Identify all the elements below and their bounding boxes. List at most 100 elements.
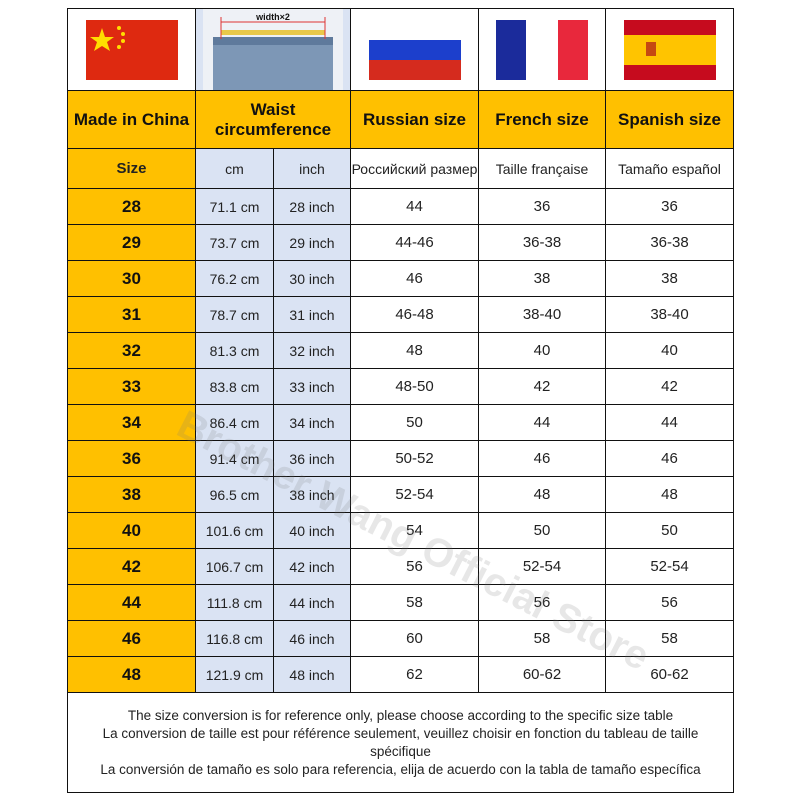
size-cell: 32 [67, 332, 196, 369]
france-flag-icon [496, 19, 588, 80]
france-flag-cell [478, 8, 606, 91]
russian-size-cell: 44 [350, 188, 479, 225]
inch-cell: 42 inch [273, 548, 351, 585]
size-chart-table: width×2 Made in China Waist circumferenc… [67, 8, 734, 793]
cm-cell: 91.4 cm [195, 440, 274, 477]
cm-cell: 86.4 cm [195, 404, 274, 441]
jeans-waist-icon [203, 9, 343, 90]
russian-size-cell: 62 [350, 656, 479, 693]
size-cell: 33 [67, 368, 196, 405]
spanish-size-cell: 36 [605, 188, 734, 225]
russian-size-cell: 52-54 [350, 476, 479, 513]
spanish-size-cell: 58 [605, 620, 734, 657]
cm-cell: 76.2 cm [195, 260, 274, 297]
spanish-size-cell: 50 [605, 512, 734, 549]
cm-cell: 71.1 cm [195, 188, 274, 225]
disclaimer-french: La conversion de taille est pour référen… [102, 725, 699, 759]
cm-cell: 81.3 cm [195, 332, 274, 369]
french-size-cell: 44 [478, 404, 606, 441]
russia-flag-cell [350, 8, 479, 91]
french-size-cell: 42 [478, 368, 606, 405]
size-cell: 48 [67, 656, 196, 693]
inch-cell: 34 inch [273, 404, 351, 441]
subheader-russian: Российский размер [350, 148, 479, 189]
table-row: 36 91.4 cm 36 inch 50-52 46 46 [67, 440, 734, 477]
russian-size-cell: 60 [350, 620, 479, 657]
disclaimer: The size conversion is for reference onl… [67, 692, 734, 793]
table-row: 46 116.8 cm 46 inch 60 58 58 [67, 620, 734, 657]
header-made-in-china: Made in China [67, 90, 196, 149]
cm-cell: 111.8 cm [195, 584, 274, 621]
spanish-size-cell: 44 [605, 404, 734, 441]
russian-size-cell: 46-48 [350, 296, 479, 333]
inch-cell: 32 inch [273, 332, 351, 369]
french-size-cell: 58 [478, 620, 606, 657]
china-flag-icon [85, 19, 178, 80]
spanish-size-cell: 52-54 [605, 548, 734, 585]
russian-size-cell: 54 [350, 512, 479, 549]
size-cell: 28 [67, 188, 196, 225]
french-size-cell: 38-40 [478, 296, 606, 333]
table-row: 44 111.8 cm 44 inch 58 56 56 [67, 584, 734, 621]
russian-size-cell: 48-50 [350, 368, 479, 405]
size-cell: 46 [67, 620, 196, 657]
inch-cell: 36 inch [273, 440, 351, 477]
table-row: 38 96.5 cm 38 inch 52-54 48 48 [67, 476, 734, 513]
inch-cell: 44 inch [273, 584, 351, 621]
spanish-size-cell: 46 [605, 440, 734, 477]
subheader-french: Taille française [478, 148, 606, 189]
size-cell: 36 [67, 440, 196, 477]
disclaimer-english: The size conversion is for reference onl… [127, 707, 674, 723]
inch-cell: 31 inch [273, 296, 351, 333]
header-russian: Russian size [350, 90, 479, 149]
spanish-size-cell: 36-38 [605, 224, 734, 261]
inch-cell: 29 inch [273, 224, 351, 261]
russian-size-cell: 56 [350, 548, 479, 585]
subheader-spanish: Tamaño español [605, 148, 734, 189]
table-row: 34 86.4 cm 34 inch 50 44 44 [67, 404, 734, 441]
russian-size-cell: 50 [350, 404, 479, 441]
size-cell: 40 [67, 512, 196, 549]
french-size-cell: 52-54 [478, 548, 606, 585]
inch-cell: 28 inch [273, 188, 351, 225]
spain-flag-icon [623, 19, 716, 80]
french-size-cell: 38 [478, 260, 606, 297]
size-cell: 34 [67, 404, 196, 441]
french-size-cell: 40 [478, 332, 606, 369]
table-row: 29 73.7 cm 29 inch 44-46 36-38 36-38 [67, 224, 734, 261]
spanish-size-cell: 38-40 [605, 296, 734, 333]
header-french: French size [478, 90, 606, 149]
french-size-cell: 36 [478, 188, 606, 225]
cm-cell: 121.9 cm [195, 656, 274, 693]
russian-size-cell: 50-52 [350, 440, 479, 477]
inch-cell: 30 inch [273, 260, 351, 297]
table-row: 33 83.8 cm 33 inch 48-50 42 42 [67, 368, 734, 405]
cm-cell: 83.8 cm [195, 368, 274, 405]
french-size-cell: 36-38 [478, 224, 606, 261]
russian-size-cell: 44-46 [350, 224, 479, 261]
size-cell: 44 [67, 584, 196, 621]
spanish-size-cell: 56 [605, 584, 734, 621]
size-cell: 29 [67, 224, 196, 261]
french-size-cell: 56 [478, 584, 606, 621]
inch-cell: 33 inch [273, 368, 351, 405]
cm-cell: 96.5 cm [195, 476, 274, 513]
table-row: 30 76.2 cm 30 inch 46 38 38 [67, 260, 734, 297]
cm-cell: 101.6 cm [195, 512, 274, 549]
inch-cell: 48 inch [273, 656, 351, 693]
table-row: 48 121.9 cm 48 inch 62 60-62 60-62 [67, 656, 734, 693]
table-row: 42 106.7 cm 42 inch 56 52-54 52-54 [67, 548, 734, 585]
table-row: 32 81.3 cm 32 inch 48 40 40 [67, 332, 734, 369]
table-row: 28 71.1 cm 28 inch 44 36 36 [67, 188, 734, 225]
disclaimer-spanish: La conversión de tamaño es solo para ref… [100, 761, 701, 777]
spanish-size-cell: 40 [605, 332, 734, 369]
cm-cell: 73.7 cm [195, 224, 274, 261]
inch-cell: 46 inch [273, 620, 351, 657]
french-size-cell: 48 [478, 476, 606, 513]
spanish-size-cell: 42 [605, 368, 734, 405]
inch-cell: 38 inch [273, 476, 351, 513]
spanish-size-cell: 60-62 [605, 656, 734, 693]
size-cell: 42 [67, 548, 196, 585]
header-waist: Waist circumference [195, 90, 351, 149]
spanish-size-cell: 38 [605, 260, 734, 297]
